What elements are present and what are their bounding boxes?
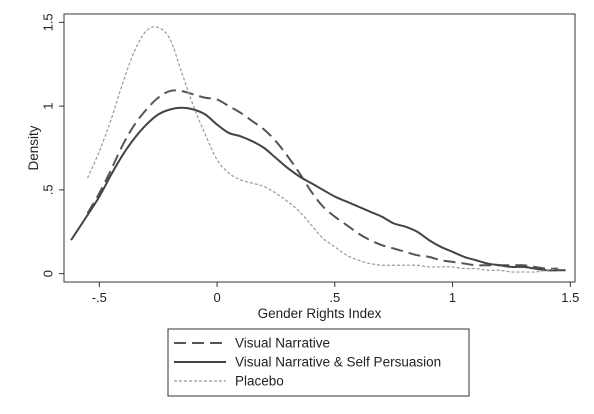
series-line-visual-narrative <box>86 89 559 270</box>
x-tick-label: 1.5 <box>561 290 579 305</box>
series-layer <box>70 26 566 273</box>
y-axis: 0 .5 1 1.5 <box>41 13 64 277</box>
x-tick-label: .5 <box>329 290 340 305</box>
y-tick-label: 1.5 <box>41 13 56 31</box>
legend-label: Placebo <box>235 374 284 389</box>
x-axis: -.5 0 .5 1 1.5 <box>92 282 579 305</box>
legend-label: Visual Narrative <box>235 336 330 351</box>
legend-label: Visual Narrative & Self Persuasion <box>235 355 441 370</box>
legend: Visual Narrative Visual Narrative & Self … <box>167 328 470 397</box>
y-axis-title: Density <box>26 125 41 170</box>
y-tick-label: .5 <box>41 184 56 195</box>
x-tick-label: 1 <box>449 290 456 305</box>
plot-area-frame <box>63 13 576 283</box>
y-tick-label: 0 <box>41 270 56 277</box>
series-line-visual-narrative-self-persuasion <box>70 106 566 272</box>
x-tick-label: -.5 <box>92 290 107 305</box>
series-line-placebo <box>87 26 559 273</box>
legend-box <box>167 328 470 397</box>
y-tick-label: 1 <box>41 103 56 110</box>
x-tick-label: 0 <box>213 290 220 305</box>
x-axis-title: Gender Rights Index <box>258 306 382 321</box>
